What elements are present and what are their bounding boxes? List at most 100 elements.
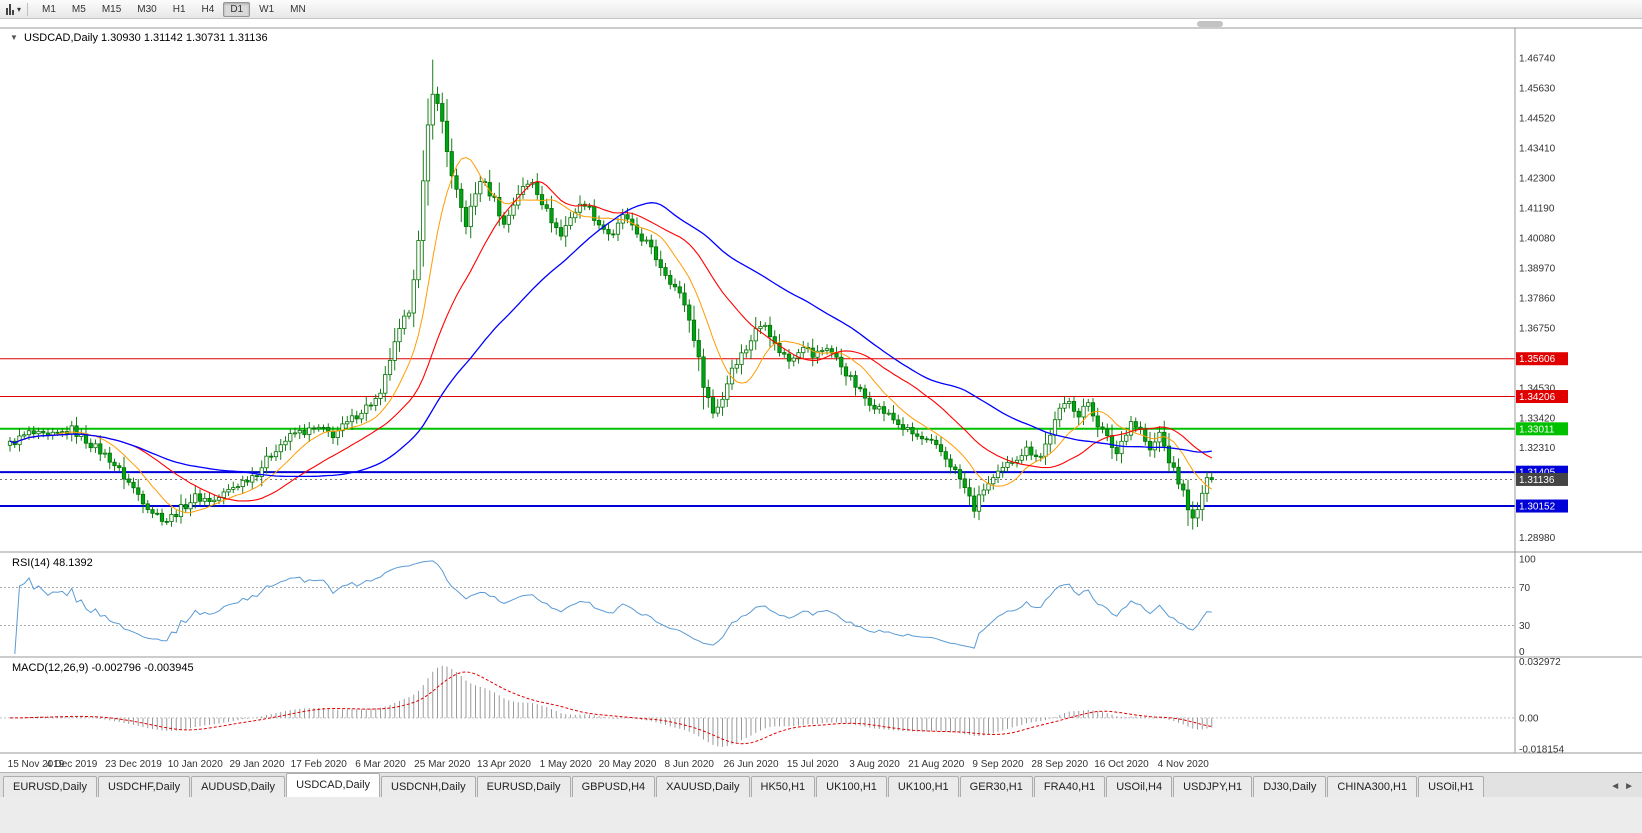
- timeframe-button-d1[interactable]: D1: [223, 1, 251, 17]
- chart-tab-uk100-h1[interactable]: UK100,H1: [887, 776, 959, 797]
- svg-text:1.30152: 1.30152: [1519, 502, 1556, 513]
- svg-text:1.36750: 1.36750: [1519, 323, 1556, 334]
- svg-text:1.38970: 1.38970: [1519, 263, 1556, 274]
- chart-tab-gbpusd-h4[interactable]: GBPUSD,H4: [571, 776, 656, 797]
- collapse-icon[interactable]: ▼: [10, 33, 18, 42]
- timeframe-button-h4[interactable]: H4: [201, 3, 215, 15]
- chart-tab-eurusd-daily[interactable]: EURUSD,Daily: [476, 776, 571, 797]
- macd-histogram: [14, 665, 1213, 747]
- status-bar: [0, 797, 1642, 833]
- svg-text:1.43410: 1.43410: [1519, 143, 1556, 154]
- chart-tab-xauusd-daily[interactable]: XAUUSD,Daily: [656, 776, 750, 797]
- svg-text:15 Nov 2019: 15 Nov 2019: [8, 759, 65, 770]
- svg-text:1.33420: 1.33420: [1519, 413, 1556, 424]
- svg-text:1.44520: 1.44520: [1519, 113, 1556, 124]
- ma-line-25: [9, 180, 1213, 502]
- chart-hscrollbar-thumb[interactable]: [1197, 21, 1223, 27]
- svg-text:6 Mar 2020: 6 Mar 2020: [355, 759, 406, 770]
- chart-tab-usoil-h1[interactable]: USOil,H1: [1418, 776, 1484, 797]
- timeframe-button-m1[interactable]: M1: [42, 3, 56, 15]
- dropdown-caret-icon[interactable]: ▾: [17, 4, 22, 14]
- tabs-scroll-left-icon[interactable]: ◄: [1610, 781, 1621, 792]
- svg-text:1.45630: 1.45630: [1519, 83, 1556, 94]
- svg-text:1.34530: 1.34530: [1519, 383, 1556, 394]
- timeframe-button-m5[interactable]: M5: [71, 3, 86, 15]
- chart-tab-usdchf-daily[interactable]: USDCHF,Daily: [97, 776, 191, 797]
- chart-tab-audusd-daily[interactable]: AUDUSD,Daily: [191, 776, 286, 797]
- svg-text:1.40080: 1.40080: [1519, 233, 1556, 244]
- chart-type-icon[interactable]: [6, 3, 14, 15]
- rsi-line: [14, 560, 1212, 655]
- ohlc-info: USDCAD,Daily 1.30930 1.31142 1.30731 1.3…: [24, 32, 268, 44]
- svg-text:1.37860: 1.37860: [1519, 293, 1556, 304]
- tab-scroll-arrows: ◄ ►: [1602, 781, 1642, 797]
- svg-text:4 Nov 2020: 4 Nov 2020: [1158, 759, 1210, 770]
- svg-text:17 Feb 2020: 17 Feb 2020: [291, 759, 348, 770]
- svg-text:1.46740: 1.46740: [1519, 53, 1556, 64]
- svg-text:1.31136: 1.31136: [1519, 475, 1555, 486]
- svg-text:1.41190: 1.41190: [1519, 203, 1555, 214]
- rsi-label: RSI(14) 48.1392: [12, 557, 93, 569]
- chart-tab-dj30-daily[interactable]: DJ30,Daily: [1253, 776, 1327, 797]
- chart-tab-usoil-h4[interactable]: USOil,H4: [1106, 776, 1173, 797]
- svg-text:0.032972: 0.032972: [1519, 657, 1561, 668]
- timeframe-button-mn[interactable]: MN: [290, 3, 306, 15]
- tabs-scroll-right-icon[interactable]: ►: [1624, 781, 1634, 792]
- chart-tab-uk100-h1[interactable]: UK100,H1: [816, 776, 887, 797]
- svg-text:8 Jun 2020: 8 Jun 2020: [665, 759, 715, 770]
- svg-text:26 Jun 2020: 26 Jun 2020: [723, 759, 778, 770]
- svg-text:1.35606: 1.35606: [1519, 354, 1556, 365]
- candles: [7, 59, 1214, 530]
- chart-tab-eurusd-daily[interactable]: EURUSD,Daily: [3, 776, 97, 797]
- svg-text:-0.018154: -0.018154: [1519, 744, 1564, 755]
- chart-tab-usdcnh-daily[interactable]: USDCNH,Daily: [381, 776, 476, 797]
- chart-tab-hk50-h1[interactable]: HK50,H1: [750, 776, 816, 797]
- price-level-lines[interactable]: [0, 358, 1515, 508]
- chart-tab-bar: EURUSD,Daily USDCHF,Daily AUDUSD,Daily USDC…: [0, 772, 1642, 797]
- svg-text:16 Oct 2020: 16 Oct 2020: [1094, 759, 1149, 770]
- chart-window: 1.46740 1.45630 1.44520 1.43410 1.42300 1.411…: [0, 19, 1642, 772]
- svg-text:1.33011: 1.33011: [1519, 424, 1555, 435]
- main-chart[interactable]: 1.46740 1.45630 1.44520 1.43410 1.42300 1.411…: [0, 19, 1642, 772]
- timeframe-button-m30[interactable]: M30: [137, 3, 157, 15]
- svg-text:23 Dec 2019: 23 Dec 2019: [105, 759, 162, 770]
- svg-text:28 Sep 2020: 28 Sep 2020: [1031, 759, 1088, 770]
- chart-tab-ger30-h1[interactable]: GER30,H1: [959, 776, 1033, 797]
- toolbar-separator: [27, 2, 29, 16]
- macd-signal-line: [10, 671, 1212, 745]
- chart-tab-usdjpy-h1[interactable]: USDJPY,H1: [1173, 776, 1253, 797]
- toolbar: ▾ M1 M5 M15 M30 H1 H4 D1 W1 MN: [0, 0, 1642, 19]
- svg-text:29 Jan 2020: 29 Jan 2020: [229, 759, 284, 770]
- svg-text:3 Aug 2020: 3 Aug 2020: [849, 759, 900, 770]
- timeframe-buttons: M1 M5 M15 M30 H1 H4 D1 W1 MN: [34, 1, 314, 17]
- svg-text:1.34206: 1.34206: [1519, 392, 1556, 403]
- svg-text:1.42300: 1.42300: [1519, 173, 1556, 184]
- svg-text:1 May 2020: 1 May 2020: [540, 759, 593, 770]
- svg-text:15 Jul 2020: 15 Jul 2020: [787, 759, 839, 770]
- svg-text:9 Sep 2020: 9 Sep 2020: [972, 759, 1024, 770]
- svg-text:20 May 2020: 20 May 2020: [599, 759, 657, 770]
- timeframe-button-m15[interactable]: M15: [101, 3, 122, 15]
- svg-text:1.28980: 1.28980: [1519, 533, 1556, 544]
- timeframe-button-h1[interactable]: H1: [172, 3, 186, 15]
- svg-text:0.00: 0.00: [1519, 713, 1539, 724]
- svg-text:13 Apr 2020: 13 Apr 2020: [477, 759, 531, 770]
- svg-text:25 Mar 2020: 25 Mar 2020: [414, 759, 471, 770]
- price-badges: 1.356061.342061.330111.314051.301521.311…: [1516, 352, 1568, 513]
- chart-tabs: EURUSD,Daily USDCHF,Daily AUDUSD,Daily USDC…: [0, 773, 1602, 797]
- macd-label: MACD(12,26,9) -0.002796 -0.003945: [12, 662, 194, 674]
- ma-line-50: [9, 202, 1212, 478]
- chart-tab-fra40-h1[interactable]: FRA40,H1: [1033, 776, 1106, 797]
- chart-tab-china300-h1[interactable]: CHINA300,H1: [1327, 776, 1418, 797]
- chart-tab-usdcad-daily[interactable]: USDCAD,Daily: [286, 773, 381, 797]
- ma-line-10: [9, 156, 1213, 514]
- timeframe-button-w1[interactable]: W1: [259, 3, 275, 15]
- svg-text:4 Dec 2019: 4 Dec 2019: [46, 759, 98, 770]
- svg-text:1.32310: 1.32310: [1519, 443, 1556, 454]
- svg-text:100: 100: [1519, 555, 1536, 566]
- svg-text:70: 70: [1519, 583, 1531, 594]
- svg-text:21 Aug 2020: 21 Aug 2020: [908, 759, 965, 770]
- svg-text:0: 0: [1519, 647, 1525, 658]
- svg-text:10 Jan 2020: 10 Jan 2020: [168, 759, 223, 770]
